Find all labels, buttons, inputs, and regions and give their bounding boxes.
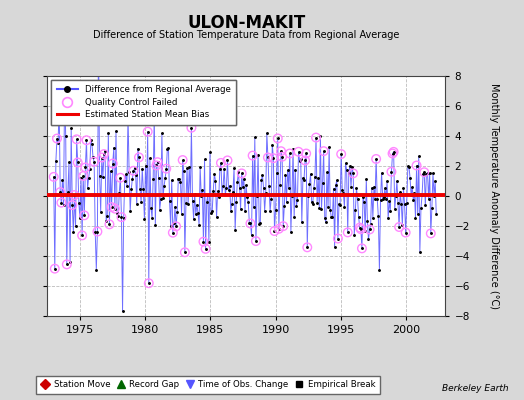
Point: [246, 220, 255, 227]
Point: [201, 246, 210, 252]
Point: [62, 261, 71, 268]
Point: [144, 128, 152, 135]
Point: [412, 162, 421, 169]
Point: [401, 229, 410, 236]
Point: [107, 204, 116, 210]
Point: [49, 174, 58, 180]
Point: [278, 154, 286, 160]
Point: [301, 157, 309, 164]
Point: [100, 151, 108, 157]
Point: [252, 238, 260, 244]
Point: [312, 134, 320, 141]
Point: [427, 230, 435, 237]
Point: [279, 223, 288, 229]
Point: [68, 202, 77, 208]
Point: [344, 229, 352, 236]
Point: [286, 150, 294, 157]
Point: [108, 160, 117, 167]
Text: Difference of Station Temperature Data from Regional Average: Difference of Station Temperature Data f…: [93, 30, 399, 40]
Point: [124, 112, 132, 118]
Point: [145, 280, 153, 286]
Point: [187, 124, 195, 131]
Text: ULON-MAKIT: ULON-MAKIT: [187, 14, 305, 32]
Point: [294, 148, 303, 155]
Point: [93, 228, 102, 235]
Point: [303, 244, 311, 250]
Point: [172, 223, 180, 230]
Text: Berkeley Earth: Berkeley Earth: [442, 384, 508, 393]
Legend: Station Move, Record Gap, Time of Obs. Change, Empirical Break: Station Move, Record Gap, Time of Obs. C…: [36, 376, 379, 394]
Point: [116, 174, 125, 181]
Point: [117, 214, 126, 220]
Point: [334, 235, 342, 242]
Point: [81, 164, 90, 171]
Point: [248, 152, 257, 159]
Point: [358, 245, 366, 252]
Point: [395, 224, 403, 230]
Point: [53, 135, 61, 142]
Point: [80, 212, 89, 218]
Point: [372, 156, 380, 162]
Point: [264, 154, 272, 161]
Point: [320, 148, 328, 154]
Point: [82, 137, 91, 144]
Point: [97, 154, 106, 161]
Point: [152, 162, 161, 169]
Point: [51, 266, 59, 272]
Point: [135, 154, 143, 160]
Point: [181, 249, 189, 256]
Point: [337, 151, 345, 157]
Point: [223, 157, 232, 164]
Point: [111, 206, 119, 212]
Point: [237, 170, 246, 176]
Point: [269, 155, 278, 162]
Point: [389, 149, 398, 155]
Point: [90, 158, 99, 165]
Point: [129, 168, 138, 174]
Point: [199, 238, 208, 245]
Point: [356, 224, 364, 231]
Point: [274, 135, 282, 142]
Point: [387, 168, 396, 175]
Y-axis label: Monthly Temperature Anomaly Difference (°C): Monthly Temperature Anomaly Difference (…: [489, 83, 499, 309]
Point: [55, 103, 63, 109]
Point: [72, 136, 81, 142]
Point: [94, 34, 103, 40]
Point: [162, 166, 170, 172]
Point: [357, 226, 365, 232]
Point: [365, 226, 374, 233]
Point: [349, 170, 357, 176]
Point: [56, 189, 64, 195]
Point: [73, 159, 82, 166]
Point: [150, 112, 158, 118]
Point: [57, 200, 66, 206]
Point: [70, 192, 79, 198]
Point: [275, 226, 283, 232]
Point: [78, 232, 86, 238]
Point: [154, 159, 162, 165]
Point: [169, 230, 177, 236]
Point: [302, 150, 310, 157]
Point: [217, 160, 225, 166]
Point: [270, 228, 279, 234]
Point: [179, 157, 187, 163]
Point: [79, 173, 88, 179]
Legend: Difference from Regional Average, Quality Control Failed, Estimated Station Mean: Difference from Regional Average, Qualit…: [51, 80, 236, 124]
Point: [105, 221, 114, 228]
Point: [388, 150, 397, 157]
Point: [420, 169, 429, 176]
Point: [277, 148, 285, 154]
